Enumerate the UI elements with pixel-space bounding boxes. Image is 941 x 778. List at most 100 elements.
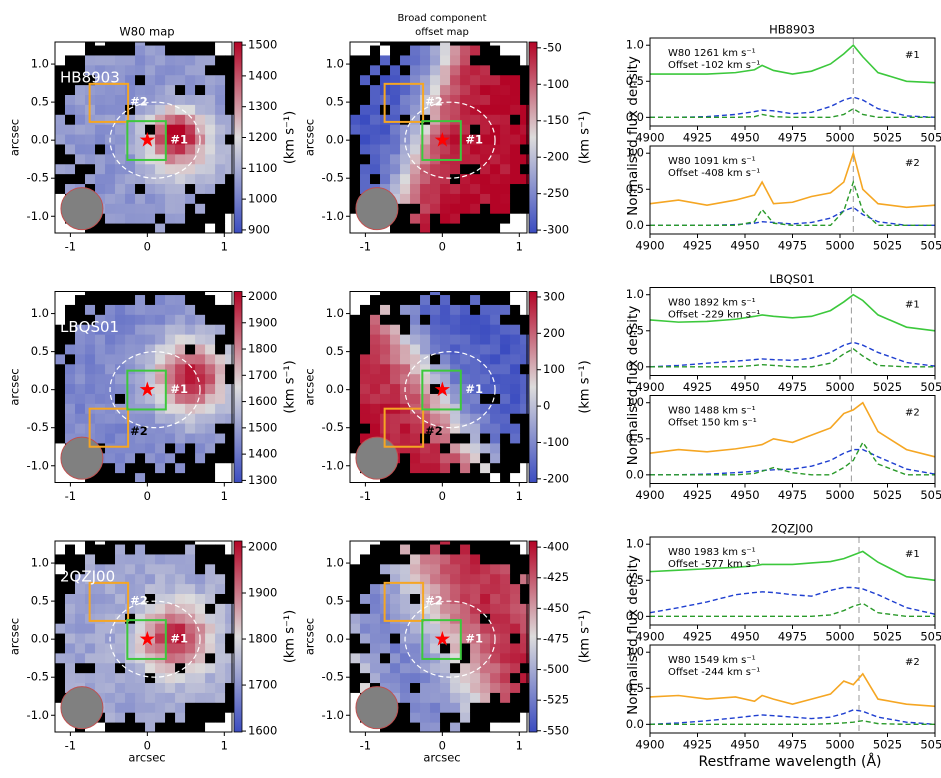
x-tick-label: 4900: [635, 239, 664, 253]
map-pixel: [55, 203, 66, 214]
map-pixel: [490, 203, 501, 214]
map-pixel: [125, 544, 136, 555]
map-pixel: [65, 42, 76, 46]
map-pixel: [105, 153, 116, 165]
colorbar-tick-label: -150: [543, 113, 569, 127]
map-pixel: [430, 193, 441, 204]
map-pixel: [195, 672, 206, 684]
map-pixel: [115, 462, 126, 474]
map-pixel: [450, 642, 461, 654]
map-pixel: [480, 104, 491, 115]
map-pixel: [225, 692, 236, 703]
map-pixel: [85, 173, 96, 185]
map-pixel: [85, 363, 96, 375]
map-pixel: [390, 143, 401, 155]
map-pixel: [390, 672, 401, 684]
map-pixel: [350, 652, 361, 664]
map-pixel: [105, 104, 116, 115]
map-pixel: [65, 623, 76, 634]
x-tick-label: 1: [516, 489, 523, 503]
map-pixel: [115, 692, 126, 703]
map-pixel: [490, 553, 501, 565]
map-pixel: [420, 722, 431, 733]
y-tick-label: 0.5: [326, 95, 344, 109]
map-pixel: [410, 304, 421, 315]
map-pixel: [350, 193, 361, 204]
map-pixel: [95, 563, 106, 575]
y-axis-label: arcsec: [303, 618, 317, 655]
map-pixel: [470, 291, 481, 296]
map-pixel: [225, 442, 236, 454]
map-pixel: [400, 722, 411, 733]
map-pixel: [470, 54, 481, 66]
map-pixel: [470, 433, 481, 444]
map-pixel: [510, 593, 521, 604]
map-pixel: [145, 553, 156, 565]
map-pixel: [115, 442, 126, 454]
map-pixel: [135, 291, 146, 296]
map-pixel: [175, 304, 186, 315]
map-pixel: [390, 722, 401, 733]
map-pixel: [115, 452, 126, 464]
map-pixel: [55, 373, 66, 385]
map-pixel: [155, 623, 166, 634]
map-pixel: [440, 393, 451, 404]
map-pixel: [175, 633, 186, 644]
map-pixel: [410, 294, 421, 305]
x-tick-label: 4900: [635, 630, 664, 644]
map-pixel: [205, 153, 216, 165]
map-pixel: [115, 433, 126, 444]
map-pixel: [450, 173, 461, 185]
map-pixel: [360, 682, 371, 693]
map-pixel: [125, 442, 136, 454]
map-pixel: [400, 553, 411, 565]
map-pixel: [400, 373, 411, 385]
map-pixel: [85, 652, 96, 664]
map-pixel: [65, 294, 76, 305]
map-pixel: [135, 344, 146, 355]
map-pixel: [105, 702, 116, 713]
map-pixel: [65, 94, 76, 105]
map-pixel: [390, 94, 401, 105]
map-pixel: [95, 353, 106, 365]
map-pixel: [400, 363, 411, 375]
map-pixel: [225, 183, 236, 194]
map-pixel: [215, 642, 226, 654]
map-pixel: [135, 642, 146, 654]
map-pixel: [75, 173, 86, 185]
map-pixel: [185, 203, 196, 214]
map-pixel: [185, 183, 196, 194]
map-pixel: [520, 541, 531, 545]
map-pixel: [510, 84, 521, 96]
map-pixel: [225, 143, 236, 155]
map-pixel: [430, 74, 441, 86]
map-pixel: [370, 603, 381, 614]
map-pixel: [420, 383, 431, 394]
map-pixel: [390, 134, 401, 145]
map-pixel: [520, 134, 531, 145]
map-pixel: [480, 613, 491, 624]
map-pixel: [215, 413, 226, 424]
map-pixel: [510, 563, 521, 575]
map-pixel: [400, 672, 411, 684]
map-pixel: [490, 423, 501, 434]
map-pixel: [75, 124, 86, 135]
map-pixel: [400, 64, 411, 76]
map-pixel: [75, 291, 86, 296]
map-pixel: [430, 334, 441, 345]
map-pixel: [410, 702, 421, 713]
map-pixel: [205, 344, 216, 355]
colorbar-tick-label: 1700: [248, 678, 277, 692]
map-pixel: [75, 383, 86, 394]
map-pixel: [380, 544, 391, 555]
map-pixel: [105, 672, 116, 684]
map-pixel: [370, 134, 381, 145]
map-pixel: [175, 344, 186, 355]
map-pixel: [55, 54, 66, 66]
y-tick-label: -1.0: [27, 209, 49, 223]
map-pixel: [520, 223, 531, 234]
map-pixel: [400, 442, 411, 454]
map-pixel: [195, 541, 206, 545]
map-pixel: [500, 134, 511, 145]
